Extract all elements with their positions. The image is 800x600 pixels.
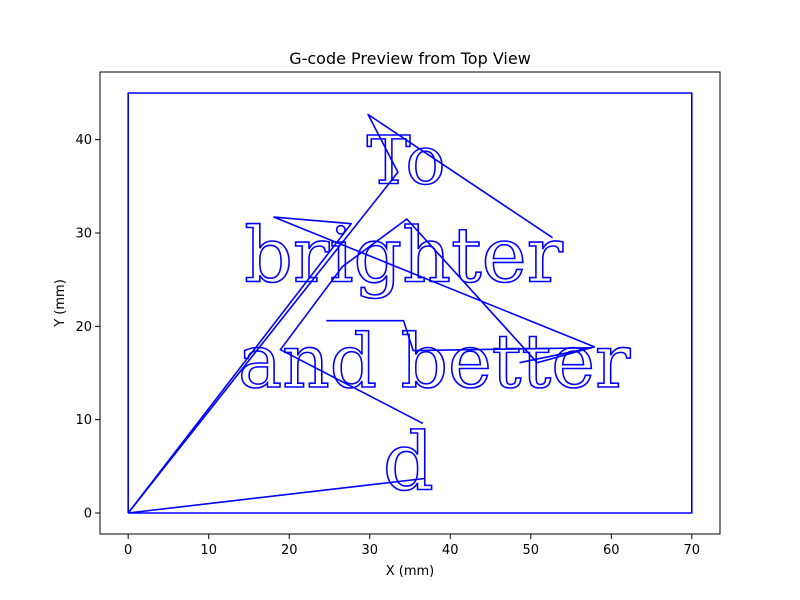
engraved-text-1: brighter	[244, 211, 563, 300]
engraved-text-2: and better	[238, 319, 631, 405]
toolpath-series-4	[326, 319, 593, 364]
toolpath-series-3	[127, 216, 596, 514]
engraved-text-0: To	[367, 123, 446, 200]
x-axis-label: X (mm)	[386, 564, 435, 579]
y-axis: 0 10 20 30 40	[75, 133, 100, 522]
plot-area: To brighter and better d	[127, 92, 693, 514]
x-tick-label: 40	[442, 543, 459, 558]
x-tick-label: 50	[523, 543, 540, 558]
x-tick-label: 70	[684, 543, 701, 558]
x-axis: 0 10 20 30 40 50 60 70	[124, 534, 700, 558]
toolpath-series-1	[128, 477, 425, 514]
y-tick-label: 10	[75, 413, 92, 428]
axes-frame	[99, 71, 721, 535]
x-tick-label: 30	[361, 543, 378, 558]
y-tick-label: 40	[75, 133, 92, 148]
chart-title: G-code Preview from Top View	[289, 49, 531, 68]
y-tick-label: 20	[75, 320, 92, 335]
toolpath-series-0	[127, 92, 693, 514]
toolpath-series-2	[127, 113, 553, 514]
y-axis-label: Y (mm)	[53, 279, 68, 328]
x-tick-label: 20	[281, 543, 298, 558]
engraved-text-3: d	[383, 416, 434, 509]
x-tick-label: 10	[200, 543, 217, 558]
y-tick-label: 30	[75, 227, 92, 242]
x-tick-label: 0	[124, 543, 132, 558]
y-tick-label: 0	[84, 507, 92, 522]
x-tick-label: 60	[603, 543, 620, 558]
